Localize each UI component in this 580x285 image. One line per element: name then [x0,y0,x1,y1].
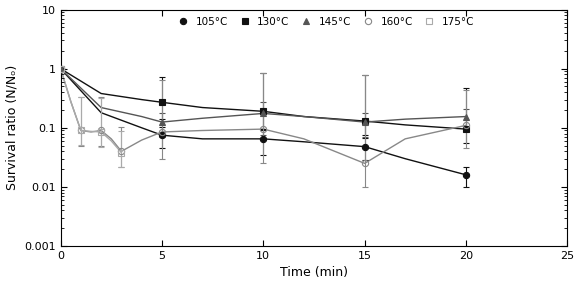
145°C [361,120,368,124]
160°C [462,124,469,127]
145°C [158,120,165,124]
160°C [57,67,64,70]
160°C [97,129,104,132]
145°C [260,112,267,115]
130°C [462,127,469,131]
160°C [361,162,368,165]
X-axis label: Time (min): Time (min) [280,266,348,280]
175°C [118,151,125,154]
160°C [77,129,84,132]
145°C [57,67,64,70]
Y-axis label: Survival ratio (N/Nₒ): Survival ratio (N/Nₒ) [6,65,19,190]
130°C [260,110,267,113]
160°C [260,127,267,131]
Legend: 105°C, 130°C, 145°C, 160°C, 175°C: 105°C, 130°C, 145°C, 160°C, 175°C [172,15,477,29]
175°C [77,129,84,132]
Line: 175°C: 175°C [57,66,125,156]
Line: 145°C: 145°C [57,66,469,125]
160°C [118,150,125,153]
Line: 105°C: 105°C [57,66,469,178]
Line: 160°C: 160°C [57,66,469,166]
105°C [158,133,165,137]
Line: 130°C: 130°C [57,66,469,132]
145°C [462,115,469,118]
105°C [361,145,368,148]
105°C [260,137,267,141]
130°C [158,101,165,104]
130°C [361,119,368,123]
175°C [97,130,104,134]
105°C [57,67,64,70]
105°C [462,173,469,176]
160°C [158,130,165,134]
175°C [57,67,64,70]
130°C [57,67,64,70]
